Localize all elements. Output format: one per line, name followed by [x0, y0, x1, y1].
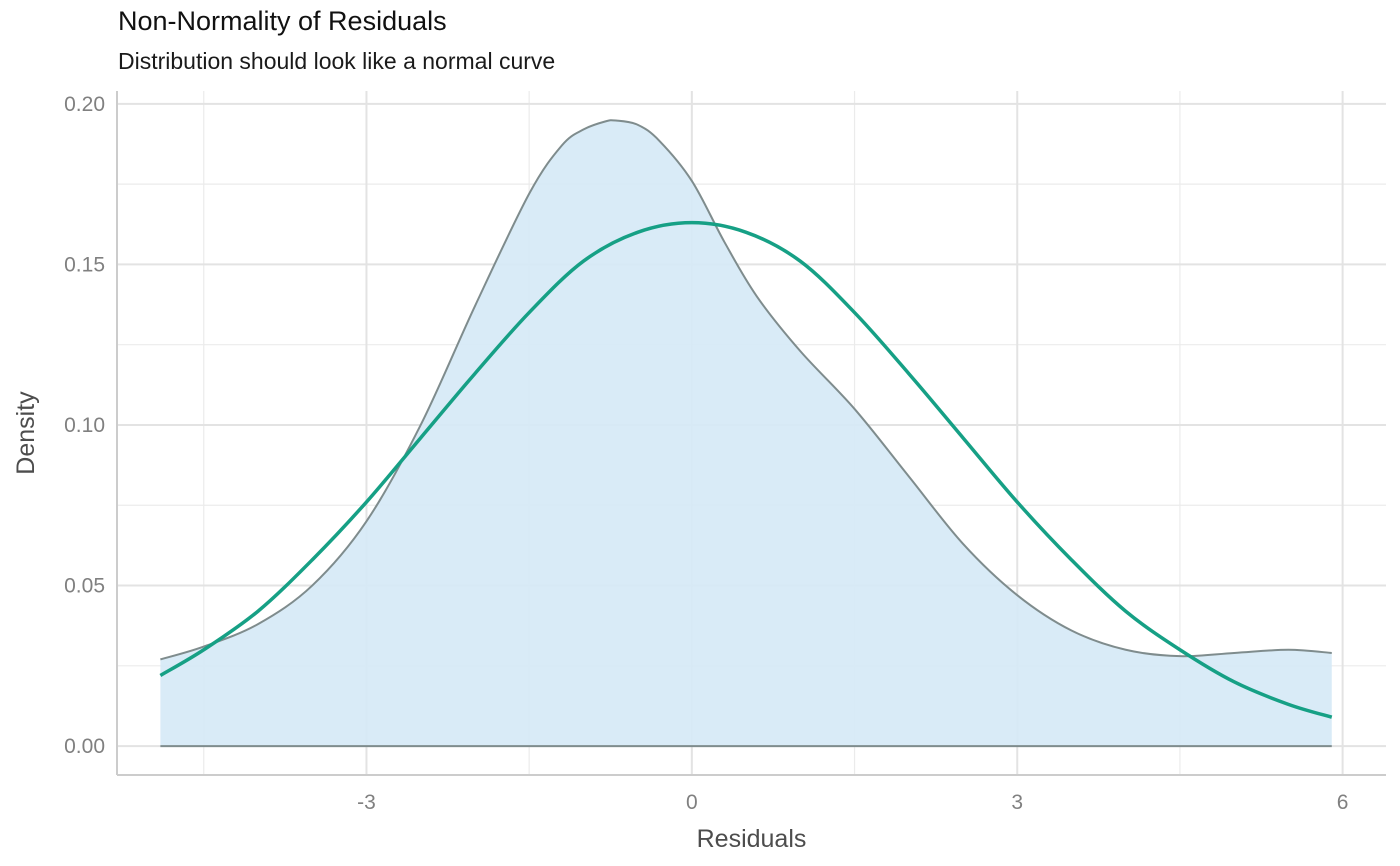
y-tick-label: 0.10 [64, 414, 105, 437]
chart-subtitle: Distribution should look like a normal c… [118, 48, 556, 74]
x-axis-ticks: -3 0 3 6 [357, 791, 1348, 814]
chart-title: Non-Normality of Residuals [118, 6, 447, 36]
x-axis-title: Residuals [697, 825, 807, 853]
x-tick-label: 6 [1337, 791, 1349, 814]
y-axis-ticks: 0.00 0.05 0.10 0.15 0.20 [64, 93, 105, 758]
y-tick-label: 0.05 [64, 575, 105, 598]
y-tick-label: 0.00 [64, 735, 105, 758]
x-tick-label: 0 [686, 791, 698, 814]
density-line [160, 119, 1332, 661]
x-tick-label: 3 [1011, 791, 1023, 814]
x-tick-label: -3 [357, 791, 376, 814]
y-tick-label: 0.20 [64, 93, 105, 116]
y-axis-title: Density [12, 391, 40, 475]
density-area [160, 120, 1332, 747]
normal-curve-line [159, 220, 1333, 719]
y-tick-label: 0.15 [64, 253, 105, 276]
